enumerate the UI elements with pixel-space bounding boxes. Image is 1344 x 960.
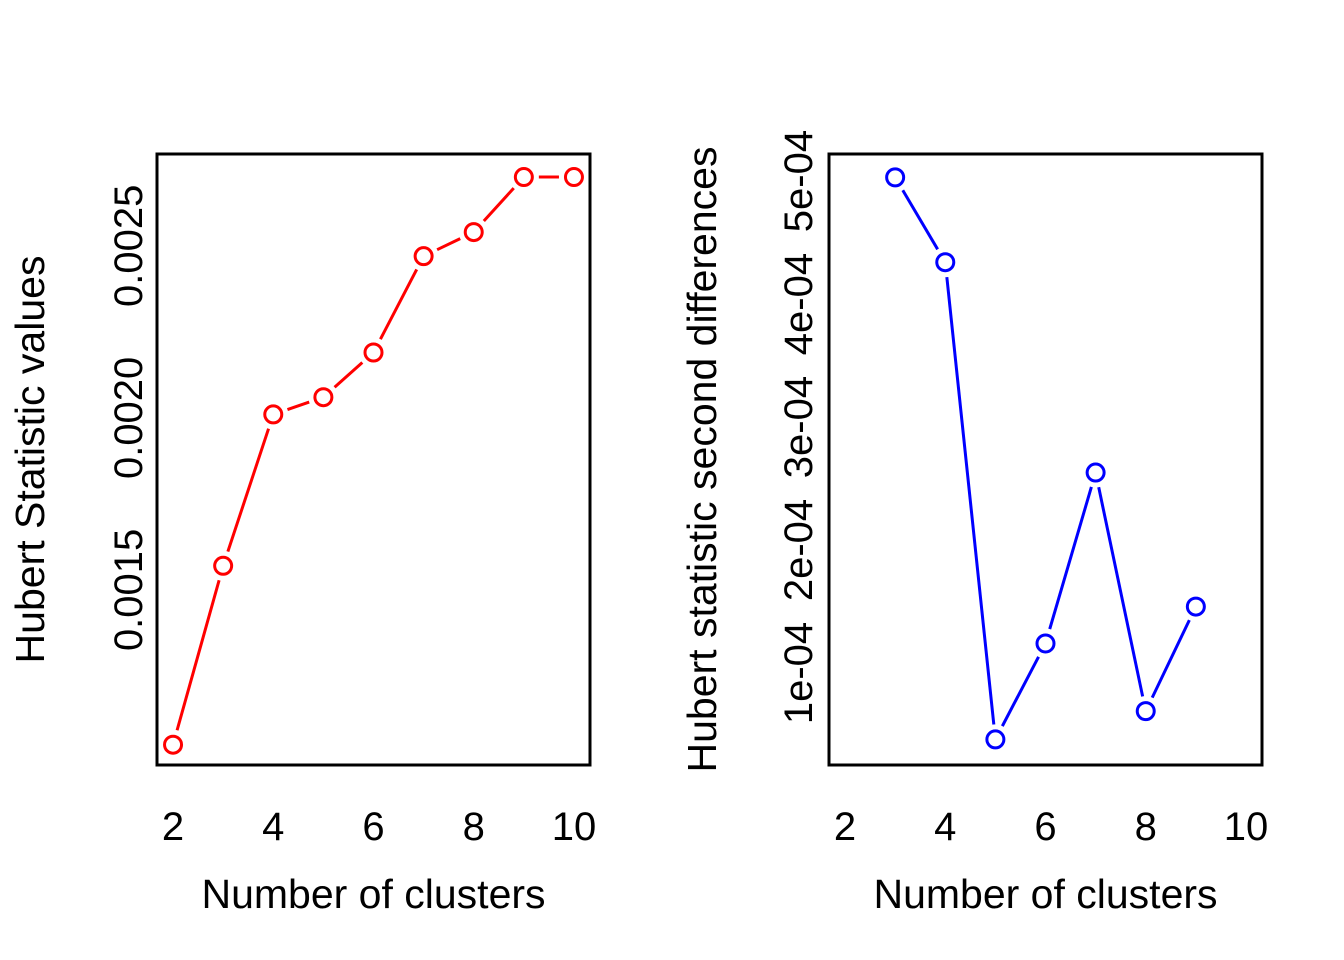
data-point-k10 — [563, 167, 584, 188]
data-point-k7 — [1085, 462, 1106, 483]
data-point-k8 — [463, 222, 484, 243]
data-point-k5 — [313, 387, 334, 408]
y-tick-label: 5e-04 — [777, 130, 821, 232]
data-point-k2 — [163, 734, 184, 755]
data-point-k3 — [213, 555, 234, 576]
series-segment — [286, 400, 310, 411]
y-axis-title: Hubert Statistic values — [7, 256, 53, 664]
x-tick-label: 4 — [934, 805, 956, 849]
series-segment — [379, 268, 419, 340]
series-segment — [945, 276, 996, 725]
x-tick-label: 6 — [1034, 805, 1056, 849]
x-tick-label: 8 — [1135, 805, 1157, 849]
data-point-k7 — [413, 246, 434, 267]
series-segment — [333, 361, 364, 389]
x-tick-label: 2 — [834, 805, 856, 849]
y-tick-label: 0.0025 — [107, 185, 151, 307]
y-tick-label: 3e-04 — [777, 376, 821, 478]
data-point-k4 — [935, 252, 956, 273]
series-segment — [1048, 486, 1093, 630]
plot-box — [827, 152, 1264, 767]
y-tick-label: 2e-04 — [777, 499, 821, 601]
y-tick-label: 0.0020 — [107, 357, 151, 479]
series-segment — [436, 237, 461, 252]
data-point-k6 — [363, 342, 384, 363]
x-tick-label: 2 — [162, 805, 184, 849]
series-segment — [1001, 656, 1040, 727]
y-tick-label: 1e-04 — [777, 622, 821, 724]
series-segment — [1150, 619, 1191, 699]
x-axis-title: Number of clusters — [873, 871, 1217, 917]
x-tick-label: 10 — [1224, 805, 1269, 849]
series-segment — [1097, 486, 1145, 697]
x-axis-title: Number of clusters — [201, 871, 545, 917]
plot-box — [155, 152, 592, 767]
series-segment — [901, 189, 939, 251]
data-point-k4 — [263, 404, 284, 425]
data-point-k9 — [1185, 596, 1206, 617]
series-segment — [175, 579, 221, 731]
data-point-k5 — [985, 729, 1006, 750]
data-point-k8 — [1135, 701, 1156, 722]
data-point-k3 — [885, 167, 906, 188]
x-tick-label: 8 — [463, 805, 485, 849]
y-tick-label: 4e-04 — [777, 253, 821, 355]
series-segment — [226, 428, 270, 553]
y-tick-label: 0.0015 — [107, 529, 151, 651]
series-segment — [482, 187, 515, 223]
data-point-k6 — [1035, 633, 1056, 654]
data-point-k9 — [513, 167, 534, 188]
y-axis-title: Hubert statistic second differences — [679, 147, 725, 773]
x-tick-label: 4 — [262, 805, 284, 849]
x-tick-label: 6 — [362, 805, 384, 849]
x-tick-label: 10 — [552, 805, 597, 849]
